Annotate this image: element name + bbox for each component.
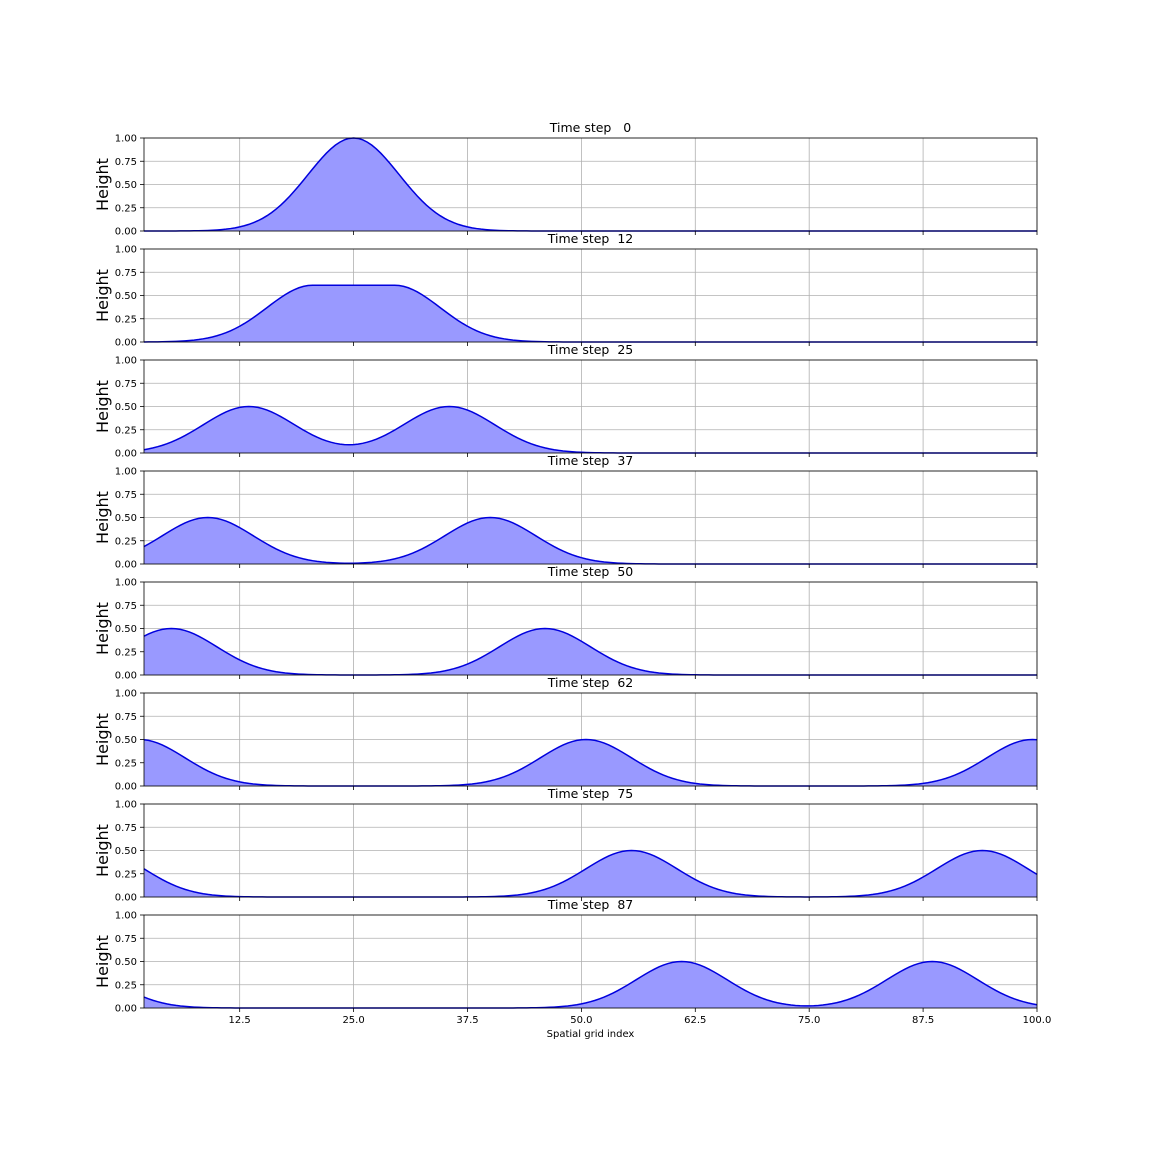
y-tick-label: 0.00 xyxy=(115,227,137,238)
y-tick-label: 0.25 xyxy=(115,536,137,547)
height-area xyxy=(144,517,1037,564)
y-tick-label: 0.25 xyxy=(115,314,137,325)
x-tick-label: 87.5 xyxy=(912,1015,934,1026)
x-tick-label: 62.5 xyxy=(684,1015,706,1026)
y-tick-label: 0.00 xyxy=(115,1004,137,1015)
y-tick-label: 0.00 xyxy=(115,782,137,793)
y-axis-label: Height xyxy=(93,269,112,322)
y-tick-label: 1.00 xyxy=(115,356,137,367)
x-tick-label: 12.5 xyxy=(229,1015,251,1026)
x-tick-label: 25.0 xyxy=(342,1015,364,1026)
height-area xyxy=(144,628,1037,675)
panel-title: Time step 25 xyxy=(547,342,633,357)
y-tick-label: 0.00 xyxy=(115,560,137,571)
height-area xyxy=(144,406,1037,453)
panel-0: 0.00 0.25 0.50 0.75 1.00 Time step 0 Height xyxy=(93,120,1038,238)
y-tick-label: 0.00 xyxy=(115,893,137,904)
panel-title: Time step 50 xyxy=(547,564,634,579)
y-tick-label: 0.75 xyxy=(115,601,137,612)
y-tick-label: 0.75 xyxy=(115,379,137,390)
panel-title: Time step 75 xyxy=(547,786,633,801)
panel-1: 0.00 0.25 0.50 0.75 1.00 Time step 12 Height xyxy=(93,231,1038,349)
panel-title: Time step 0 xyxy=(549,120,632,135)
panel-title: Time step 12 xyxy=(547,231,633,246)
y-tick-label: 0.75 xyxy=(115,712,137,723)
y-tick-label: 0.75 xyxy=(115,490,137,501)
y-tick-label: 1.00 xyxy=(115,467,137,478)
panel-7: 0.00 0.25 0.50 0.75 1.00 12.5 25.0 37.5 50.0 62.5… xyxy=(93,897,1051,1026)
y-tick-label: 0.25 xyxy=(115,980,137,991)
y-tick-label: 0.50 xyxy=(115,957,137,968)
height-area xyxy=(144,850,1037,897)
y-tick-label: 0.75 xyxy=(115,934,137,945)
y-tick-label: 0.25 xyxy=(115,647,137,658)
panel-4: 0.00 0.25 0.50 0.75 1.00 Time step 50 Height xyxy=(93,564,1038,682)
height-area xyxy=(144,138,1037,231)
y-axis-label: Height xyxy=(93,713,112,766)
y-axis-label: Height xyxy=(93,602,112,655)
y-tick-label: 1.00 xyxy=(115,911,137,922)
height-area xyxy=(144,285,1037,342)
panel-title: Time step 37 xyxy=(547,453,633,468)
panel-5: 0.00 0.25 0.50 0.75 1.00 Time step 62 Height xyxy=(93,675,1038,793)
y-tick-label: 1.00 xyxy=(115,134,137,145)
y-tick-label: 0.75 xyxy=(115,823,137,834)
height-area xyxy=(144,961,1037,1008)
y-tick-label: 1.00 xyxy=(115,689,137,700)
panel-title: Time step 87 xyxy=(547,897,633,912)
panel-2: 0.00 0.25 0.50 0.75 1.00 Time step 25 Height xyxy=(93,342,1038,460)
y-axis-label: Height xyxy=(93,158,112,211)
y-axis-label: Height xyxy=(93,824,112,877)
x-tick-label: 100.0 xyxy=(1023,1015,1052,1026)
panel-3: 0.00 0.25 0.50 0.75 1.00 Time step 37 Height xyxy=(93,453,1038,571)
y-tick-label: 0.00 xyxy=(115,338,137,349)
y-tick-label: 0.75 xyxy=(115,157,137,168)
y-axis-label: Height xyxy=(93,491,112,544)
y-tick-label: 0.50 xyxy=(115,291,137,302)
y-tick-label: 0.50 xyxy=(115,513,137,524)
y-axis-label: Height xyxy=(93,380,112,433)
y-tick-label: 0.00 xyxy=(115,671,137,682)
y-tick-label: 0.25 xyxy=(115,758,137,769)
x-tick-label: 75.0 xyxy=(798,1015,820,1026)
y-tick-label: 0.00 xyxy=(115,449,137,460)
y-tick-label: 0.50 xyxy=(115,846,137,857)
y-tick-label: 1.00 xyxy=(115,800,137,811)
x-tick-label: 37.5 xyxy=(456,1015,478,1026)
y-tick-label: 0.25 xyxy=(115,425,137,436)
x-tick-label: 50.0 xyxy=(570,1015,592,1026)
panel-6: 0.00 0.25 0.50 0.75 1.00 Time step 75 Height xyxy=(93,786,1038,904)
y-tick-label: 1.00 xyxy=(115,578,137,589)
y-tick-label: 0.50 xyxy=(115,402,137,413)
y-axis-label: Height xyxy=(93,935,112,988)
panel-title: Time step 62 xyxy=(547,675,633,690)
y-tick-label: 0.50 xyxy=(115,624,137,635)
y-tick-label: 0.25 xyxy=(115,869,137,880)
y-tick-label: 0.50 xyxy=(115,180,137,191)
y-tick-label: 0.50 xyxy=(115,735,137,746)
height-area xyxy=(144,739,1037,786)
y-tick-label: 0.75 xyxy=(115,268,137,279)
y-tick-label: 1.00 xyxy=(115,245,137,256)
y-tick-label: 0.25 xyxy=(115,203,137,214)
x-axis-label: Spatial grid index xyxy=(547,1029,635,1040)
